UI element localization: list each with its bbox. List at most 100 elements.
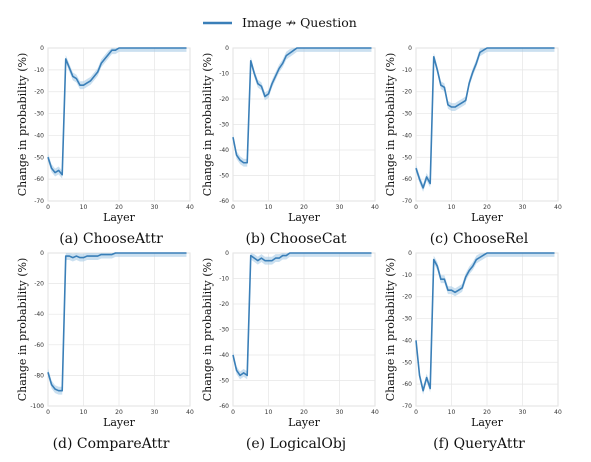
- data-point: [239, 375, 241, 376]
- data-point: [232, 354, 234, 356]
- data-point: [454, 292, 456, 293]
- data-point: [317, 47, 319, 49]
- x-tick-label: 0: [231, 409, 235, 416]
- data-point: [179, 252, 180, 254]
- data-point: [451, 106, 452, 108]
- data-point: [47, 372, 49, 373]
- panel-caption: (a) ChooseAttr: [59, 231, 163, 247]
- data-point: [346, 47, 347, 49]
- data-point: [468, 82, 470, 84]
- y-tick-label: -10: [219, 276, 229, 283]
- y-tick-label: -40: [34, 311, 44, 318]
- data-point: [543, 47, 545, 49]
- data-point: [321, 47, 323, 49]
- y-axis-label: Change in probability (%): [16, 53, 29, 197]
- y-tick-label: -10: [219, 71, 229, 78]
- data-point: [300, 252, 301, 254]
- data-point: [532, 47, 534, 49]
- data-point: [486, 47, 488, 49]
- data-point: [468, 270, 470, 271]
- x-tick-label: 10: [80, 204, 88, 211]
- y-tick-label: 0: [408, 45, 412, 52]
- data-point: [179, 47, 180, 49]
- y-tick-label: -50: [219, 378, 229, 385]
- data-point: [310, 47, 312, 49]
- data-point: [419, 178, 420, 180]
- data-point: [476, 259, 477, 260]
- data-point: [458, 104, 459, 106]
- y-tick-label: -10: [402, 272, 412, 279]
- data-point: [433, 56, 435, 58]
- data-point: [261, 85, 262, 87]
- data-point: [58, 390, 59, 392]
- data-point: [157, 252, 159, 254]
- y-tick-label: -40: [402, 132, 412, 139]
- data-point: [182, 47, 184, 49]
- y-tick-label: 0: [408, 250, 412, 257]
- data-point: [93, 76, 95, 77]
- data-point: [143, 47, 145, 49]
- data-point: [261, 257, 262, 259]
- data-point: [539, 252, 541, 254]
- y-tick-label: -40: [34, 132, 44, 139]
- data-point: [342, 252, 344, 254]
- chart-panels: 0 10 20 30 40 0 -10 -20 -30 -40 -50 -60 -70 Layer Chan…: [16, 45, 562, 452]
- data-point: [550, 47, 552, 49]
- data-point: [243, 162, 244, 164]
- legend-label: Image ↛ Question: [242, 15, 357, 30]
- data-point: [250, 60, 252, 62]
- data-point: [415, 167, 417, 169]
- data-point: [433, 259, 435, 260]
- data-point: [175, 252, 177, 254]
- chart-panel-6: 0 10 20 30 40 0 -10 -20 -30 -40 -50 -60 -70 Layer Chan…: [384, 250, 562, 452]
- data-point: [65, 58, 67, 60]
- data-point: [97, 71, 98, 73]
- data-point: [108, 254, 109, 255]
- series-line: [232, 47, 372, 164]
- x-tick-label: 30: [151, 409, 159, 416]
- data-point: [65, 255, 67, 257]
- data-point: [296, 252, 298, 254]
- data-point: [154, 252, 155, 254]
- data-point: [129, 252, 130, 254]
- data-point: [332, 47, 333, 49]
- x-tick-label: 40: [186, 409, 194, 416]
- data-point: [332, 252, 333, 254]
- y-tick-label: -10: [402, 67, 412, 74]
- data-point: [150, 252, 152, 254]
- data-point: [476, 63, 477, 64]
- data-point: [325, 47, 326, 49]
- data-point: [243, 372, 244, 374]
- chart-panel-2: 0 10 20 30 40 0 -10 -20 -30 -40 -50 -60 Layer Change …: [201, 45, 379, 247]
- data-point: [472, 265, 474, 267]
- data-point: [360, 47, 362, 49]
- data-point: [364, 252, 365, 254]
- data-point: [69, 67, 70, 68]
- data-point: [504, 47, 506, 49]
- x-tick-label: 0: [46, 409, 50, 416]
- series-confidence-band: [416, 253, 555, 395]
- data-point: [314, 47, 315, 49]
- data-point: [54, 388, 56, 390]
- y-axis-label: Change in probability (%): [201, 258, 214, 402]
- y-tick-label: -40: [219, 147, 229, 154]
- data-point: [367, 47, 369, 49]
- data-point: [72, 257, 74, 258]
- data-point: [90, 255, 91, 257]
- data-point: [550, 252, 552, 254]
- y-tick-label: -30: [402, 111, 412, 118]
- data-point: [511, 47, 513, 49]
- data-point: [472, 71, 474, 73]
- data-point: [282, 255, 284, 256]
- x-tick-label: 30: [336, 204, 344, 211]
- data-point: [293, 50, 294, 51]
- data-point: [111, 49, 113, 51]
- data-point: [246, 162, 248, 164]
- x-axis-label: Layer: [471, 416, 504, 429]
- data-point: [147, 47, 148, 49]
- data-point: [437, 265, 438, 267]
- data-point: [278, 257, 280, 259]
- y-tick-label: -50: [219, 173, 229, 180]
- data-point: [83, 84, 84, 86]
- data-point: [371, 47, 372, 49]
